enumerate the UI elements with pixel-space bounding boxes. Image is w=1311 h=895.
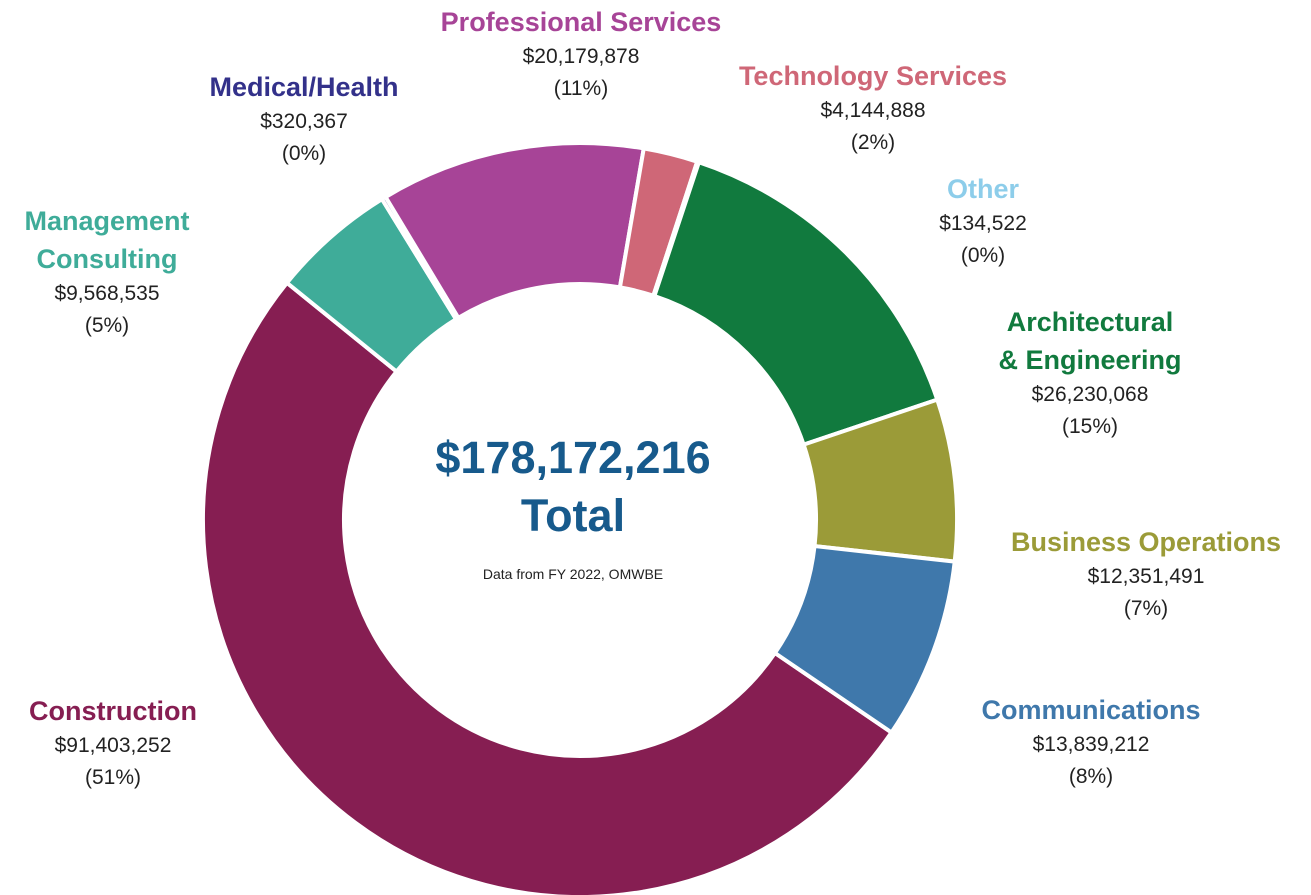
category-name: Medical/Health (209, 72, 399, 102)
percent-label: (11%) (553, 77, 609, 100)
percent-label: (0%) (281, 142, 327, 165)
segment-label: Medical/Health $320,367 (0%) (154, 68, 454, 170)
value-label: $320,367 (260, 110, 348, 133)
segment-label: Construction $91,403,252 (51%) (0, 692, 263, 794)
value-label: $26,230,068 (1031, 383, 1149, 406)
value-label: $9,568,535 (54, 282, 160, 305)
percent-label: (7%) (1123, 597, 1169, 620)
segment-label: Other $134,522 (0%) (883, 170, 1083, 272)
category-name: Communications (981, 695, 1201, 725)
category-name: Professional Services (440, 7, 722, 37)
segment-label: Management Consulting $9,568,535 (5%) (0, 202, 222, 342)
category-name: Business Operations (1010, 527, 1282, 557)
value-label: $12,351,491 (1087, 565, 1205, 588)
value-label: $4,144,888 (820, 99, 926, 122)
value-label: $134,522 (939, 212, 1027, 235)
segment-label: Business Operations $12,351,491 (7%) (976, 523, 1311, 625)
segment-label: Communications $13,839,212 (8%) (941, 691, 1241, 793)
value-label: $20,179,878 (522, 45, 640, 68)
category-name: Construction (29, 696, 197, 726)
percent-label: (15%) (1061, 415, 1119, 438)
value-label: $13,839,212 (1032, 733, 1150, 756)
segment-label: Technology Services $4,144,888 (2%) (673, 57, 1073, 159)
percent-label: (0%) (960, 244, 1006, 267)
percent-label: (8%) (1068, 765, 1114, 788)
category-name: Architectural & Engineering (998, 307, 1182, 375)
value-label: $91,403,252 (54, 734, 172, 757)
segment-label: Professional Services $20,179,878 (11%) (381, 3, 781, 105)
donut-segment (772, 544, 957, 735)
percent-label: (5%) (84, 314, 130, 337)
percent-label: (51%) (84, 766, 142, 789)
category-name: Technology Services (738, 61, 1008, 91)
center-value: $178,172,216 (435, 432, 711, 483)
category-name: Management Consulting (24, 206, 190, 274)
percent-label: (2%) (850, 131, 896, 154)
category-name: Other (946, 174, 1019, 204)
subtitle: Data from FY 2022, OMWBE (482, 566, 664, 582)
center-caption: Total (520, 490, 626, 541)
segment-label: Architectural & Engineering $26,230,068 (1… (997, 303, 1183, 443)
donut-segment (200, 280, 894, 895)
